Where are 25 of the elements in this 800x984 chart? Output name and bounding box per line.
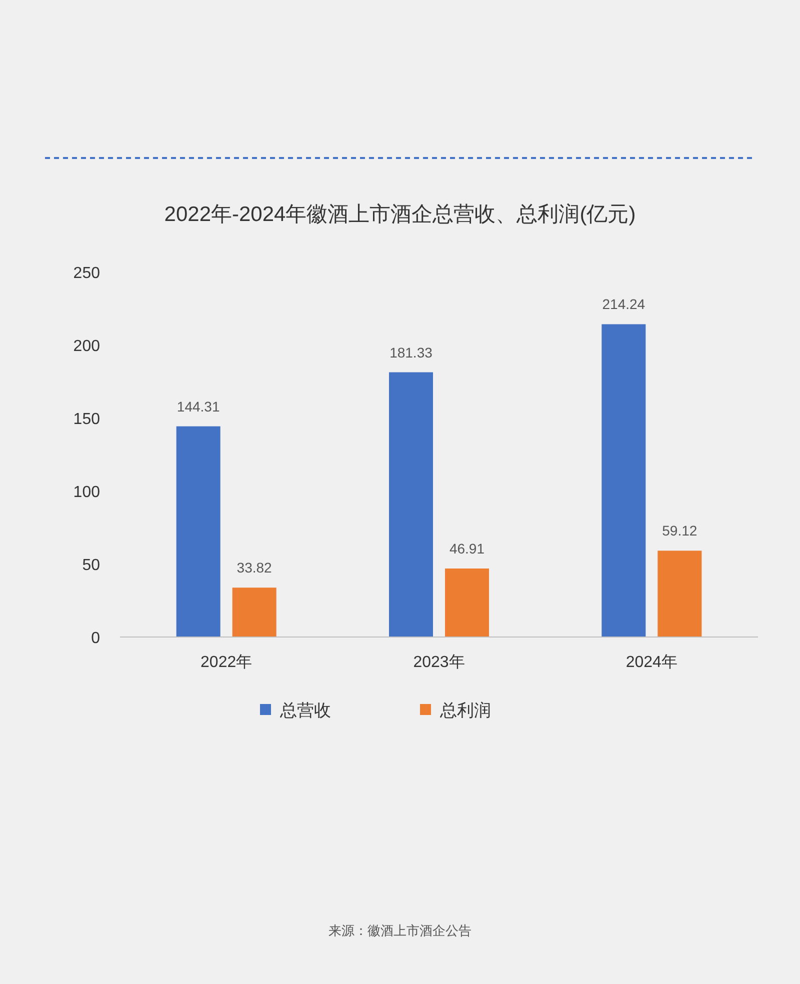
data-label: 33.82: [236, 560, 272, 576]
legend-label: 总营收: [279, 701, 331, 720]
bar: [445, 568, 489, 637]
legend-label: 总利润: [439, 701, 491, 720]
bar: [232, 588, 276, 637]
data-label: 59.12: [662, 522, 698, 539]
x-tick-label: 2023年: [413, 654, 465, 671]
data-label: 181.33: [390, 344, 433, 360]
y-tick-label: 100: [73, 484, 100, 501]
data-label: 144.31: [176, 398, 220, 414]
y-tick-label: 150: [73, 411, 100, 428]
x-tick-label: 2024年: [626, 654, 678, 671]
chart-title: 2022年-2024年徽酒上市酒企总营收、总利润(亿元): [164, 203, 636, 226]
bar: [602, 324, 646, 637]
bar: [389, 372, 433, 637]
bar: [176, 426, 220, 637]
data-label: 46.91: [449, 540, 485, 557]
data-label: 214.24: [602, 296, 646, 312]
y-tick-label: 50: [82, 557, 100, 574]
x-tick-label: 2022年: [200, 654, 252, 671]
bar: [658, 550, 702, 637]
y-tick-label: 200: [73, 338, 100, 355]
y-tick-label: 0: [91, 630, 100, 647]
y-tick-label: 250: [73, 265, 100, 282]
source-note: 来源：徽酒上市酒企公告: [328, 923, 472, 938]
